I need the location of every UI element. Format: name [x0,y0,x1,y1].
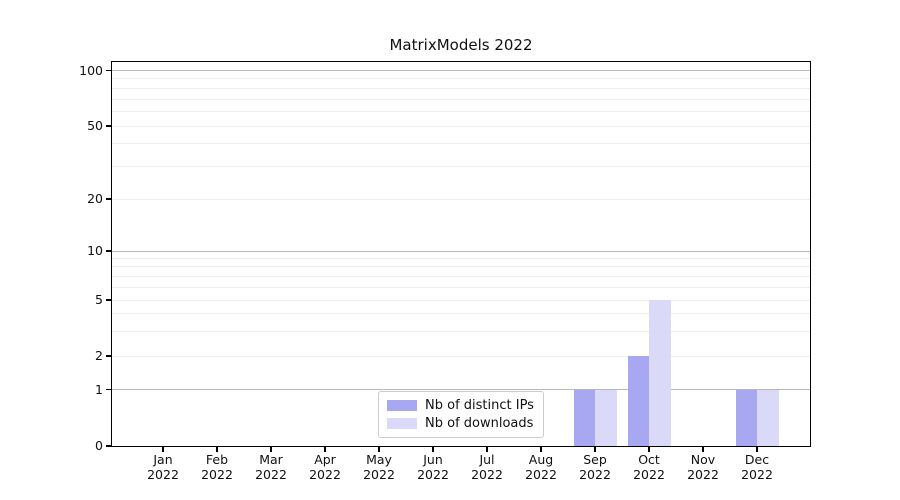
legend-swatch-downloads [387,418,417,429]
minor-gridline-3 [112,330,810,332]
y-tick-label-0: 0 [95,438,103,453]
x-tick-year: 2022 [471,467,503,482]
bar-nb-of-downloads-oct [649,300,671,446]
y-tick-label-50: 50 [87,118,103,133]
minor-gridline-9 [112,257,810,259]
x-tick-mar [270,447,272,452]
minor-gridline-4 [112,313,810,315]
minor-gridline-7 [112,275,810,277]
legend-entry-distinct-ips: Nb of distinct IPs [387,398,535,413]
x-tick-month: Jan [153,452,173,467]
y-tick-20 [106,198,111,200]
minor-gridline-30 [112,166,810,168]
x-tick-month: Jul [479,452,495,467]
minor-gridline-40 [112,143,810,145]
x-tick-year: 2022 [147,467,179,482]
y-tick-0 [106,445,111,447]
x-tick-label-jan: Jan 2022 [131,452,195,482]
x-tick-may [378,447,380,452]
bar-nb-of-downloads-sep [595,389,617,446]
y-tick-label-10: 10 [87,243,103,258]
x-tick-dec [756,447,758,452]
x-tick-year: 2022 [633,467,665,482]
chart-title: MatrixModels 2022 [389,36,533,54]
x-tick-sep [594,447,596,452]
x-tick-month: Feb [205,452,229,467]
x-tick-label-feb: Feb 2022 [185,452,249,482]
x-tick-month: Aug [528,452,554,467]
x-tick-year: 2022 [363,467,395,482]
x-tick-month: Sep [583,452,607,467]
y-tick-label-20: 20 [87,191,103,206]
x-tick-label-aug: Aug 2022 [509,452,573,482]
legend-swatch-distinct-ips [387,400,417,411]
x-tick-month: Jun [423,452,443,467]
x-tick-month: May [366,452,392,467]
x-tick-label-sep: Sep 2022 [563,452,627,482]
y-tick-5 [106,299,111,301]
x-tick-jun [432,447,434,452]
x-tick-year: 2022 [687,467,719,482]
x-tick-year: 2022 [309,467,341,482]
x-tick-feb [216,447,218,452]
x-tick-month: Apr [314,452,336,467]
y-tick-100 [106,69,111,72]
bar-nb-of-distinct-ips-sep [573,389,595,446]
plot-area [112,62,810,446]
legend-label-downloads: Nb of downloads [425,416,534,431]
x-tick-aug [540,447,542,452]
legend: Nb of distinct IPs Nb of downloads [378,391,544,438]
minor-gridline-8 [112,266,810,268]
x-tick-month: Mar [259,452,283,467]
x-tick-apr [324,447,326,452]
gridline-y-50 [112,125,810,127]
minor-gridline-60 [112,110,810,112]
x-tick-label-jul: Jul 2022 [455,452,519,482]
x-tick-jul [486,447,488,452]
y-tick-2 [106,355,111,357]
x-tick-month: Dec [744,452,770,467]
gridline-y-10 [112,250,810,252]
y-tick-50 [106,125,111,127]
bar-nb-of-downloads-dec [757,389,779,446]
x-tick-year: 2022 [201,467,233,482]
gridline-y-1 [112,389,810,390]
y-tick-label-100: 100 [79,62,103,78]
y-tick-label-2: 2 [95,348,103,363]
x-tick-oct [648,447,650,452]
gridline-y-100 [112,70,810,71]
minor-gridline-6 [112,286,810,288]
legend-label-distinct-ips: Nb of distinct IPs [425,398,534,413]
x-tick-year: 2022 [417,467,449,482]
x-tick-year: 2022 [741,467,773,482]
x-tick-nov [702,447,704,452]
x-tick-year: 2022 [255,467,287,482]
x-tick-label-jun: Jun 2022 [401,452,465,482]
x-tick-label-dec: Dec 2022 [725,452,789,482]
bar-nb-of-distinct-ips-dec [735,389,757,446]
gridline-y-20 [112,198,810,200]
x-tick-label-oct: Oct 2022 [617,452,681,482]
y-tick-label-1: 1 [95,381,103,397]
x-tick-month: Nov [690,452,716,467]
gridline-y-5 [112,299,810,301]
y-tick-1 [106,388,111,391]
minor-gridline-80 [112,87,810,89]
x-tick-jan [162,447,164,452]
x-tick-year: 2022 [525,467,557,482]
bar-nb-of-distinct-ips-oct [627,356,649,446]
x-tick-month: Oct [638,452,660,467]
gridline-y-2 [112,355,810,357]
minor-gridline-70 [112,98,810,100]
minor-gridline-90 [112,78,810,80]
x-tick-label-apr: Apr 2022 [293,452,357,482]
x-tick-year: 2022 [579,467,611,482]
legend-entry-downloads: Nb of downloads [387,416,535,431]
x-tick-label-may: May 2022 [347,452,411,482]
x-tick-label-nov: Nov 2022 [671,452,735,482]
y-tick-10 [106,250,111,252]
y-tick-label-5: 5 [95,292,103,307]
x-tick-label-mar: Mar 2022 [239,452,303,482]
